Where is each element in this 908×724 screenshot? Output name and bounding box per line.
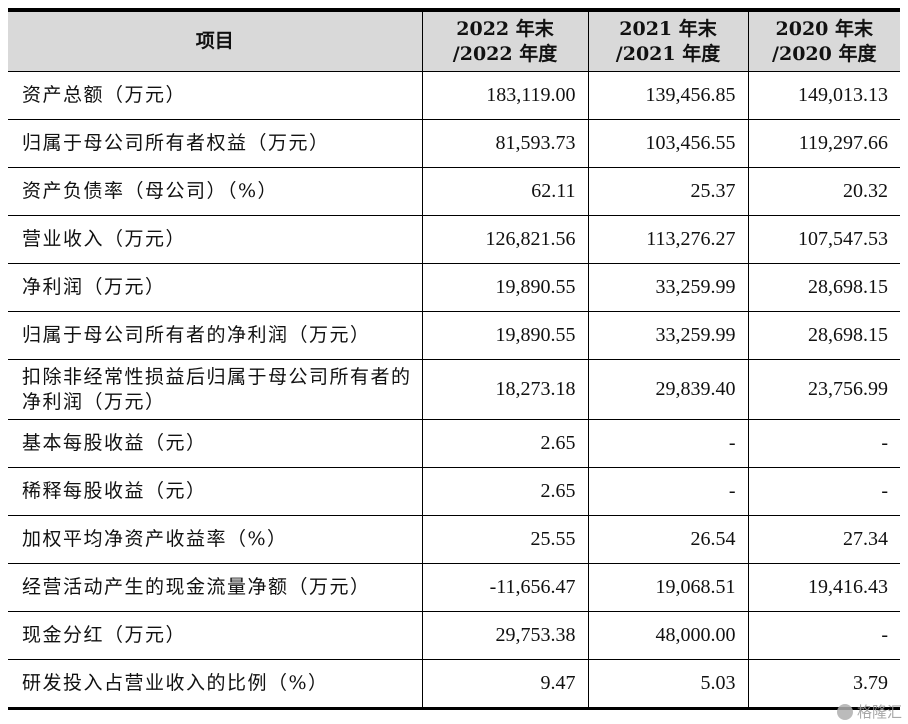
table-row: 归属于母公司所有者权益（万元） 81,593.73 103,456.55 119…: [8, 119, 900, 168]
table-row: 扣除非经常性损益后归属于母公司所有者的净利润（万元） 18,273.18 29,…: [8, 359, 900, 420]
value-2022: 25.55: [421, 515, 589, 564]
value-2020: 3.79: [747, 659, 900, 709]
value-2020: 28,698.15: [747, 263, 900, 312]
value-2020: 107,547.53: [747, 215, 900, 264]
value-2021: 139,456.85: [587, 71, 749, 120]
value-2020: -: [747, 419, 900, 468]
value-2022: 81,593.73: [421, 119, 589, 168]
header-2020-line2: /2020 年度: [772, 42, 877, 65]
value-2022: 2.65: [421, 419, 589, 468]
value-2021: 19,068.51: [587, 563, 749, 612]
value-2020: 119,297.66: [747, 119, 900, 168]
value-2021: 48,000.00: [587, 611, 749, 660]
value-2022: 18,273.18: [421, 359, 589, 420]
table-row: 净利润（万元） 19,890.55 33,259.99 28,698.15: [8, 263, 900, 312]
financial-table-container: 项目 2022 年末 /2022 年度 2021 年末 /2021 年度 202…: [8, 8, 900, 710]
value-2021: 29,839.40: [587, 359, 749, 420]
value-2020: 19,416.43: [747, 563, 900, 612]
row-label: 稀释每股收益（元）: [8, 467, 423, 516]
table-row: 研发投入占营业收入的比例（%） 9.47 5.03 3.79: [8, 659, 900, 709]
row-label: 营业收入（万元）: [8, 215, 423, 264]
value-2022: 183,119.00: [421, 71, 589, 120]
table-row: 资产总额（万元） 183,119.00 139,456.85 149,013.1…: [8, 71, 900, 120]
table-header-row: 项目 2022 年末 /2022 年度 2021 年末 /2021 年度 202…: [8, 9, 900, 72]
value-2020: -: [747, 611, 900, 660]
value-2021: 113,276.27: [587, 215, 749, 264]
table-row: 加权平均净资产收益率（%） 25.55 26.54 27.34: [8, 515, 900, 564]
header-2022-line2: /2022 年度: [452, 42, 558, 65]
row-label: 基本每股收益（元）: [8, 419, 423, 468]
row-label: 研发投入占营业收入的比例（%）: [8, 659, 423, 709]
financial-summary-table: 项目 2022 年末 /2022 年度 2021 年末 /2021 年度 202…: [8, 8, 900, 710]
row-label: 经营活动产生的现金流量净额（万元）: [8, 563, 423, 612]
value-2020: 28,698.15: [747, 311, 900, 360]
table-row: 经营活动产生的现金流量净额（万元） -11,656.47 19,068.51 1…: [8, 563, 900, 612]
value-2022: 19,890.55: [421, 311, 589, 360]
header-2021-line1: 2021 年末: [619, 17, 717, 40]
value-2021: 5.03: [587, 659, 749, 709]
value-2022: 62.11: [421, 167, 589, 216]
value-2022: -11,656.47: [421, 563, 589, 612]
header-2022: 2022 年末 /2022 年度: [421, 9, 589, 72]
row-label: 扣除非经常性损益后归属于母公司所有者的净利润（万元）: [8, 359, 423, 420]
value-2021: -: [587, 467, 749, 516]
value-2022: 29,753.38: [421, 611, 589, 660]
value-2020: 23,756.99: [747, 359, 900, 420]
header-2021: 2021 年末 /2021 年度: [587, 9, 749, 72]
value-2022: 126,821.56: [421, 215, 589, 264]
row-label: 净利润（万元）: [8, 263, 423, 312]
value-2020: -: [747, 467, 900, 516]
table-row: 现金分红（万元） 29,753.38 48,000.00 -: [8, 611, 900, 660]
table-row: 资产负债率（母公司）（%） 62.11 25.37 20.32: [8, 167, 900, 216]
value-2020: 20.32: [747, 167, 900, 216]
table-row: 稀释每股收益（元） 2.65 - -: [8, 467, 900, 516]
value-2022: 2.65: [421, 467, 589, 516]
watermark: 格隆汇: [836, 701, 902, 722]
row-label: 现金分红（万元）: [8, 611, 423, 660]
gelonghui-logo-icon: [836, 703, 853, 720]
value-2020: 149,013.13: [747, 71, 900, 120]
header-item: 项目: [8, 9, 423, 72]
value-2021: 103,456.55: [587, 119, 749, 168]
row-label: 加权平均净资产收益率（%）: [8, 515, 423, 564]
value-2022: 19,890.55: [421, 263, 589, 312]
value-2021: 33,259.99: [587, 311, 749, 360]
value-2022: 9.47: [421, 659, 589, 709]
value-2021: -: [587, 419, 749, 468]
table-row: 营业收入（万元） 126,821.56 113,276.27 107,547.5…: [8, 215, 900, 264]
table-row: 归属于母公司所有者的净利润（万元） 19,890.55 33,259.99 28…: [8, 311, 900, 360]
row-label: 归属于母公司所有者权益（万元）: [8, 119, 423, 168]
header-2020: 2020 年末 /2020 年度: [747, 9, 900, 72]
header-2021-line2: /2021 年度: [615, 42, 721, 65]
header-2022-line1: 2022 年末: [456, 17, 554, 40]
row-label: 资产总额（万元）: [8, 71, 423, 120]
value-2021: 33,259.99: [587, 263, 749, 312]
value-2021: 25.37: [587, 167, 749, 216]
header-2020-line1: 2020 年末: [775, 17, 874, 40]
value-2021: 26.54: [587, 515, 749, 564]
watermark-text: 格隆汇: [856, 703, 902, 721]
value-2020: 27.34: [747, 515, 900, 564]
table-row: 基本每股收益（元） 2.65 - -: [8, 419, 900, 468]
row-label: 资产负债率（母公司）（%）: [8, 167, 423, 216]
row-label: 归属于母公司所有者的净利润（万元）: [8, 311, 423, 360]
